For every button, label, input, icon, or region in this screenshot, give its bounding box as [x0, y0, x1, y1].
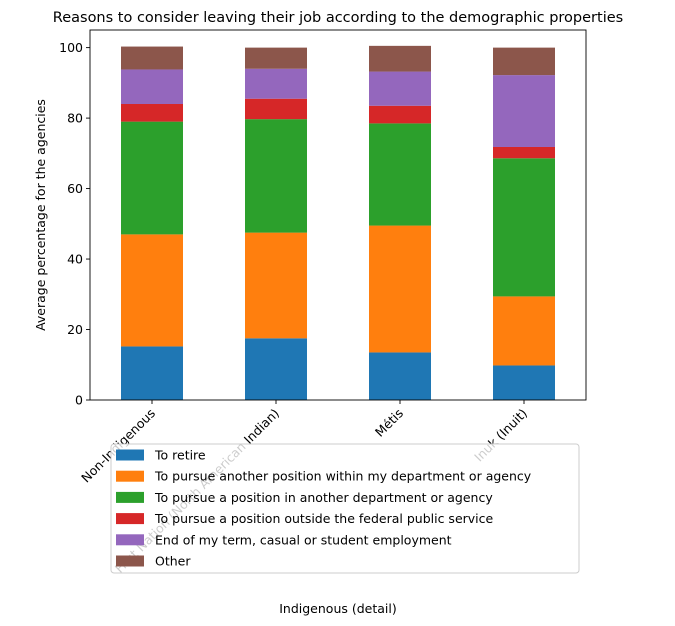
- bar-segment: [245, 47, 307, 69]
- legend-label: To pursue a position in another departme…: [154, 490, 493, 505]
- legend-label: End of my term, casual or student employ…: [155, 532, 452, 547]
- legend-label: Other: [155, 554, 191, 569]
- x-axis-label: Indigenous (detail): [279, 601, 397, 616]
- bar-segment: [121, 234, 183, 347]
- bar-segment: [369, 225, 431, 353]
- bar-segment: [369, 352, 431, 400]
- bar-segment: [245, 119, 307, 233]
- plot-frame: [89, 29, 587, 401]
- bar-segment: [369, 123, 431, 226]
- y-tick-label: 20: [67, 322, 83, 337]
- legend-label: To retire: [154, 448, 206, 463]
- bar-segment: [369, 71, 431, 106]
- legend-swatch: [116, 555, 144, 567]
- bar-segment: [369, 45, 431, 72]
- y-tick-label: 60: [67, 181, 83, 196]
- bar-segment: [121, 121, 183, 235]
- legend-swatch: [116, 449, 144, 461]
- bar-segment: [493, 146, 555, 159]
- legend-label: To pursue a position outside the federal…: [154, 511, 494, 526]
- bar-segment: [369, 105, 431, 124]
- y-tick-label: 80: [67, 111, 83, 126]
- bar-segment: [121, 104, 183, 122]
- bar-segment: [493, 47, 555, 76]
- legend-label: To pursue another position within my dep…: [154, 469, 532, 484]
- bar-segment: [493, 296, 555, 366]
- bar-segment: [245, 98, 307, 120]
- bar-segment: [493, 158, 555, 297]
- legend-swatch: [116, 534, 144, 546]
- y-axis: 0 20 40 60 80 100: [59, 40, 90, 408]
- x-tick-label: Métis: [372, 406, 406, 440]
- legend: To retire To pursue another position with…: [110, 443, 580, 574]
- legend-swatch: [116, 513, 144, 525]
- bar-segment: [121, 46, 183, 70]
- bar-segment: [493, 75, 555, 147]
- y-tick-label: 40: [67, 252, 83, 267]
- bar-segment: [245, 68, 307, 99]
- bar-segment: [121, 69, 183, 104]
- y-tick-label: 100: [59, 40, 83, 55]
- chart-title: Reasons to consider leaving their job ac…: [53, 10, 623, 26]
- legend-box: [110, 443, 580, 574]
- bar-segment: [121, 346, 183, 400]
- legend-swatch: [116, 470, 144, 482]
- bar-segment: [245, 338, 307, 400]
- y-axis-label: Average percentage for the agencies: [33, 99, 48, 331]
- y-tick-label: 0: [75, 393, 83, 408]
- bars-group: [121, 45, 555, 400]
- legend-swatch: [116, 491, 144, 503]
- bar-segment: [493, 365, 555, 400]
- bar-segment: [245, 232, 307, 339]
